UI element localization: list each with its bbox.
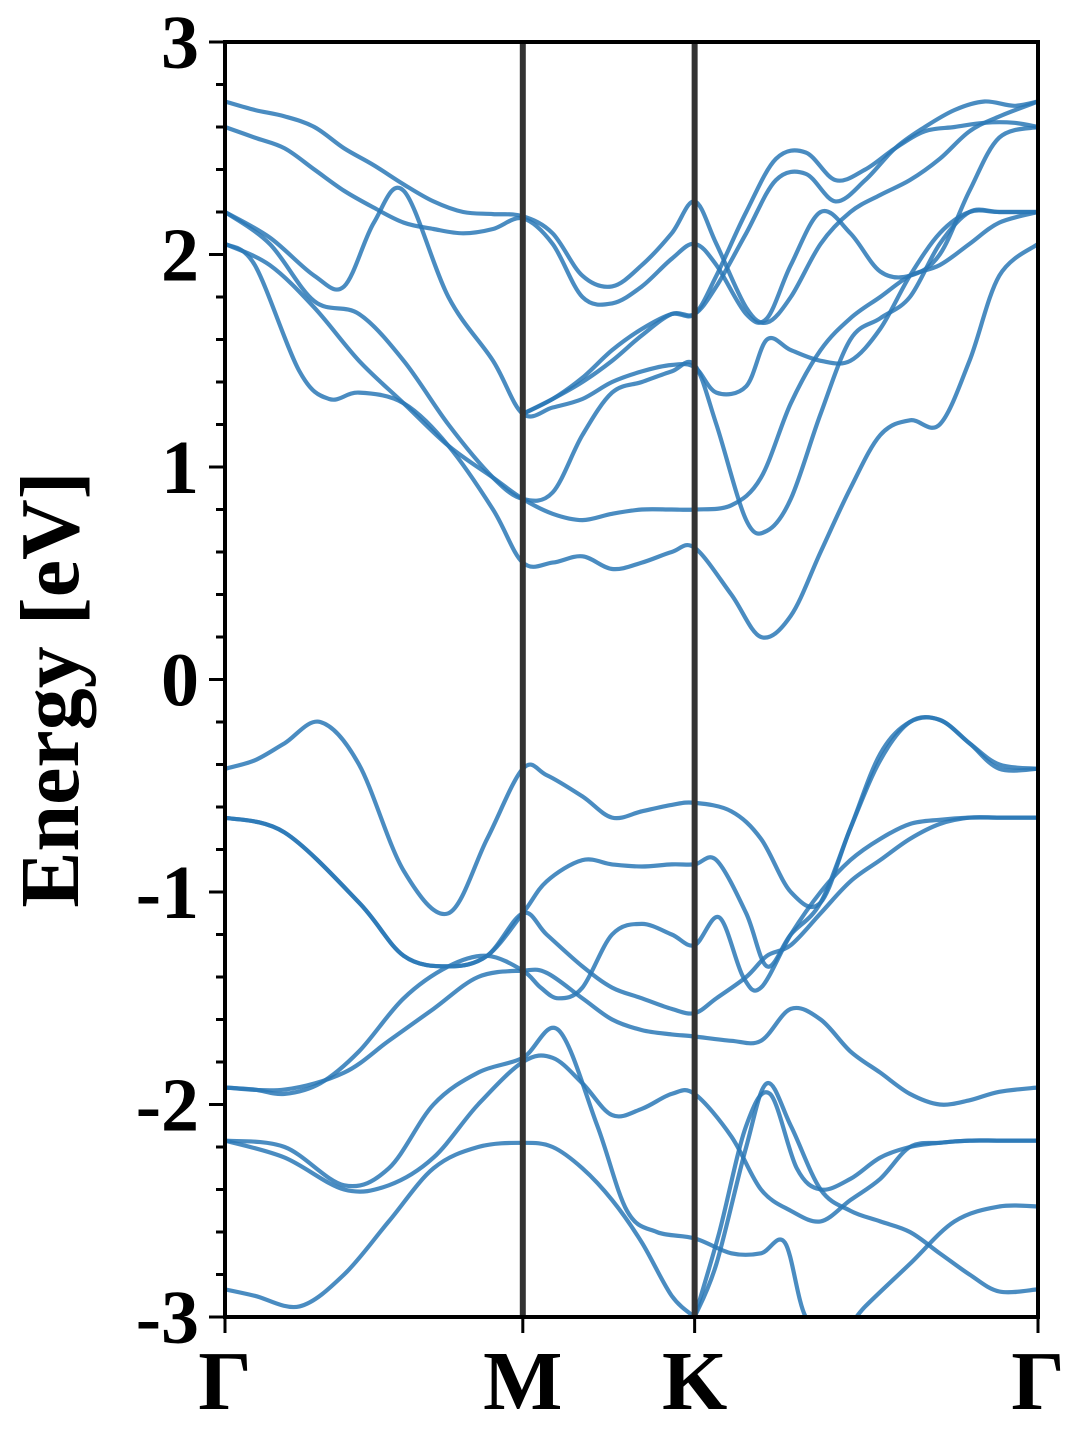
y-axis-ticks: -3 -2 -1 0 1 2 3 — [136, 1, 225, 1360]
y-tick-label: 1 — [161, 426, 199, 510]
y-tick-label: -1 — [136, 851, 199, 935]
band-line-13 — [225, 185, 1038, 419]
y-tick-label: 2 — [161, 214, 199, 298]
band-line-2 — [225, 715, 1038, 969]
band-line-9 — [692, 1081, 1038, 1317]
band-line-17 — [520, 99, 1038, 416]
y-tick-label: 3 — [161, 1, 199, 85]
band-line-6 — [225, 967, 1038, 1107]
x-tick-label: M — [483, 1335, 562, 1428]
band-line-10 — [692, 1090, 1038, 1317]
band-lines — [225, 99, 1038, 1317]
band-line-18 — [520, 120, 1038, 416]
y-axis-label: Energy [eV] — [4, 471, 97, 907]
band-line-12 — [225, 209, 1038, 523]
y-tick-label: 0 — [161, 639, 199, 723]
x-tick-label: Γ — [1011, 1335, 1064, 1428]
band-line-15 — [225, 99, 1038, 326]
band-line-7 — [225, 1140, 697, 1317]
band-line-11 — [225, 241, 1038, 640]
y-tick-label: -3 — [136, 1276, 199, 1360]
band-line-8 — [225, 1025, 1038, 1317]
band-line-14 — [225, 207, 1038, 536]
band-line-4 — [225, 815, 1038, 1097]
plot-frame — [223, 40, 1040, 1319]
high-symmetry-lines — [519, 42, 698, 1317]
band-line-16 — [225, 124, 1038, 325]
x-tick-label: K — [662, 1335, 727, 1428]
band-line-5 — [225, 1053, 1038, 1224]
band-line-1 — [225, 714, 1038, 917]
y-tick-label: -2 — [136, 1064, 199, 1148]
band-line-3 — [225, 815, 1038, 1016]
x-tick-label: Γ — [198, 1335, 251, 1428]
